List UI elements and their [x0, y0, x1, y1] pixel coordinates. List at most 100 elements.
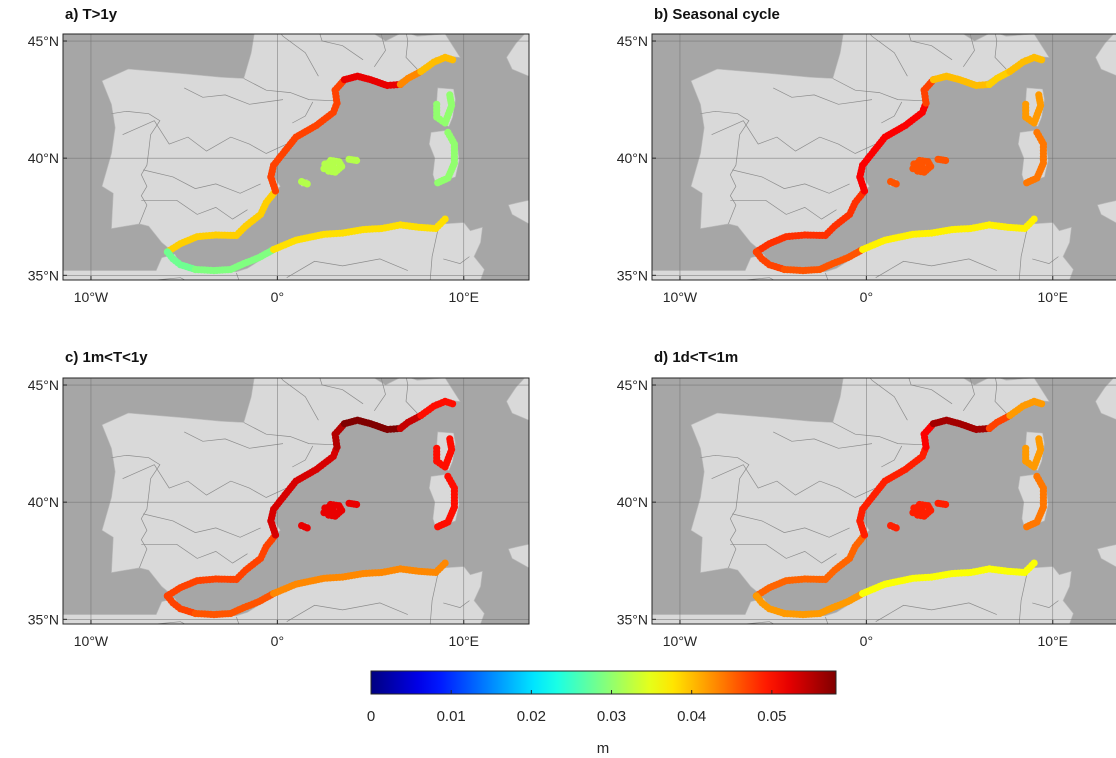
map-panel-c: c) 1m<T<1y 10°W 0° 10°E 35°N 40°N 45°N: [28, 349, 530, 649]
colorbar-tick-label: 0.03: [597, 708, 626, 725]
country-border: [732, 169, 850, 194]
lat-tick-label: 45°N: [28, 33, 59, 49]
country-border: [429, 230, 439, 280]
colorbar-unit-label: m: [597, 740, 610, 757]
country-border: [236, 272, 240, 280]
country-border: [236, 616, 240, 624]
country-border: [143, 169, 261, 194]
amplitude-point: [303, 524, 311, 532]
country-border: [184, 87, 284, 105]
country-border: [832, 78, 925, 102]
amplitude-point: [331, 509, 339, 517]
country-border: [730, 199, 837, 220]
amplitude-point: [441, 215, 449, 223]
country-border: [243, 78, 336, 102]
lat-tick-label: 35°N: [617, 611, 648, 627]
amplitude-point: [434, 179, 442, 187]
country-border: [319, 34, 364, 61]
country-border: [374, 34, 386, 67]
country-border: [122, 464, 287, 498]
country-border: [825, 616, 829, 624]
country-border: [429, 574, 439, 624]
amplitude-point: [942, 500, 950, 509]
country-border: [711, 120, 876, 154]
amplitude-points: [163, 397, 458, 619]
colorbar-tick-label: 0.01: [437, 708, 466, 725]
amplitude-points: [163, 53, 458, 275]
country-border: [243, 422, 336, 446]
country-border: [881, 101, 903, 124]
amplitude-point: [1038, 56, 1046, 64]
country-border: [1018, 230, 1028, 280]
panel-title: a) T>1y: [65, 6, 118, 23]
country-border: [730, 543, 837, 564]
amplitude-point: [434, 523, 442, 531]
country-border: [443, 256, 470, 264]
lon-tick-label: 0°: [860, 633, 873, 649]
panel-title: b) Seasonal cycle: [654, 6, 780, 23]
country-border: [141, 199, 248, 220]
amplitude-point: [1030, 215, 1038, 223]
country-border: [286, 258, 408, 279]
amplitude-point: [449, 400, 457, 408]
colorbar-tick-label: 0: [367, 708, 375, 725]
lon-tick-label: 10°E: [449, 289, 480, 305]
amplitude-point: [449, 56, 457, 64]
colorbar-tick-label: 0.05: [757, 708, 786, 725]
lon-tick-label: 10°E: [449, 633, 480, 649]
country-border: [141, 543, 248, 564]
amplitude-point: [920, 165, 928, 173]
lon-tick-label: 0°: [271, 633, 284, 649]
lon-tick-label: 0°: [860, 289, 873, 305]
land-sicily: [1097, 200, 1116, 224]
axes-frame: [651, 33, 1116, 281]
country-border: [908, 34, 953, 61]
country-border: [1032, 256, 1059, 264]
lon-tick-label: 10°E: [1038, 289, 1069, 305]
lon-tick-label: 10°W: [663, 633, 698, 649]
amplitude-point: [433, 444, 441, 452]
colorbar-gradient: [370, 670, 837, 695]
lon-tick-label: 10°W: [74, 289, 109, 305]
amplitude-point: [892, 524, 900, 532]
lat-tick-label: 40°N: [617, 494, 648, 510]
map-panel-a: a) T>1y 10°W 0° 10°E 35°N 40°N 45°N: [28, 6, 530, 305]
country-border: [319, 378, 364, 405]
lon-tick-label: 10°W: [663, 289, 698, 305]
land-sicily: [508, 543, 529, 569]
amplitude-point: [1022, 444, 1030, 452]
country-border: [122, 120, 287, 154]
country-border: [869, 34, 908, 77]
country-border: [292, 101, 314, 124]
country-border: [374, 378, 386, 411]
country-border: [745, 277, 775, 280]
country-border: [869, 378, 908, 421]
colorbar: m 0 0.01 0.02 0.03 0.04 0.05: [367, 670, 837, 757]
amplitude-point: [433, 100, 441, 108]
country-border: [773, 87, 873, 105]
panel-title: d) 1d<T<1m: [654, 349, 738, 366]
map-panel-b: b) Seasonal cycle 10°W 0° 10°E 35°N 40°N 45°N: [617, 6, 1116, 305]
country-border: [875, 258, 997, 279]
country-border: [711, 464, 876, 498]
amplitude-point: [353, 156, 361, 165]
lat-tick-label: 35°N: [28, 611, 59, 627]
amplitude-point: [331, 165, 339, 173]
map-content: [652, 34, 1116, 280]
country-border: [156, 277, 186, 280]
amplitude-points: [752, 53, 1047, 275]
country-border: [963, 378, 975, 411]
amplitude-point: [942, 156, 950, 165]
country-border: [443, 600, 470, 608]
map-content: [63, 34, 529, 280]
country-border: [156, 621, 186, 624]
country-border: [908, 378, 953, 405]
lat-tick-label: 40°N: [28, 494, 59, 510]
country-border: [825, 272, 829, 280]
country-border: [773, 431, 873, 449]
amplitude-point: [892, 180, 900, 188]
lat-tick-label: 40°N: [617, 150, 648, 166]
country-border: [963, 34, 975, 67]
colorbar-tick-label: 0.04: [677, 708, 706, 725]
